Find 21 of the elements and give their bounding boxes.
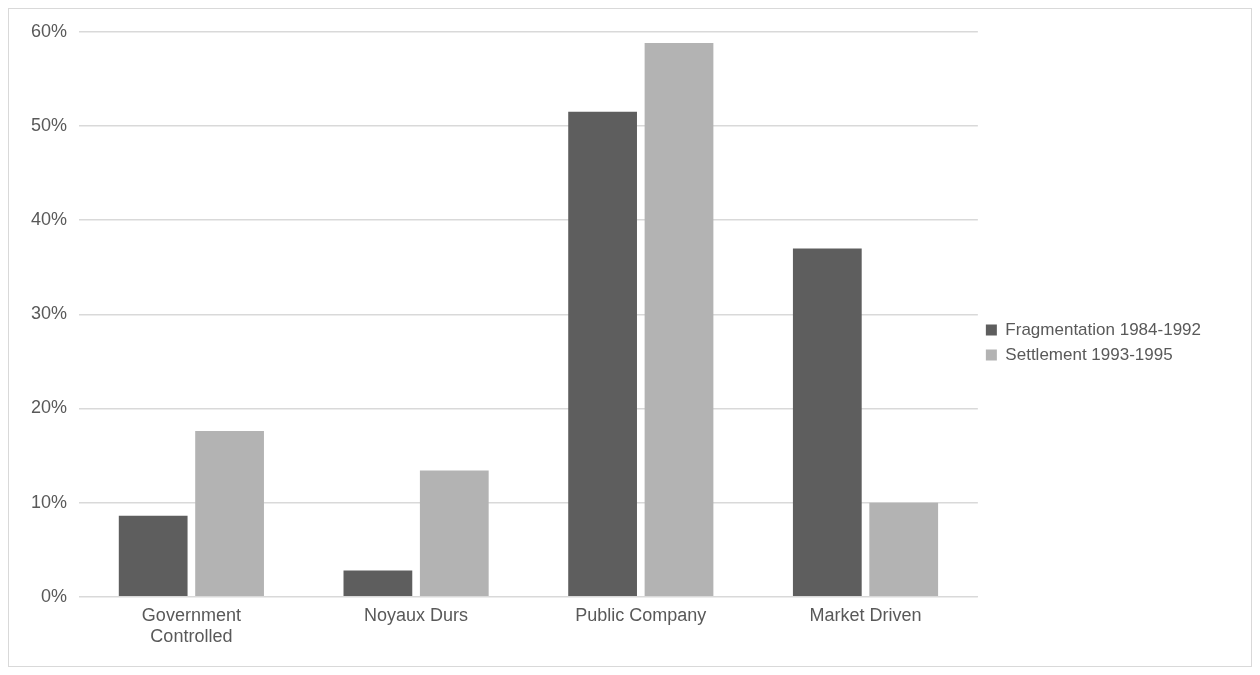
bar (419, 470, 489, 597)
x-tick-label: Market Driven (809, 604, 922, 625)
bar (869, 502, 939, 597)
bar (644, 43, 714, 597)
y-tick-label: 40% (31, 209, 68, 230)
y-tick-label: 30% (31, 303, 68, 324)
y-tick-label: 60% (31, 20, 68, 41)
bar (195, 431, 264, 597)
bar (792, 248, 862, 597)
x-tick-label: Noyaux Durs (364, 604, 469, 625)
x-tick-label: Public Company (575, 604, 707, 625)
bar (343, 570, 413, 597)
y-tick-label: 0% (41, 585, 68, 606)
y-tick-label: 10% (31, 491, 68, 512)
legend-label: Fragmentation 1984-1992 (1005, 319, 1202, 339)
y-tick-label: 20% (31, 397, 68, 418)
legend-label: Settlement 1993-1995 (1005, 344, 1173, 364)
bar (568, 111, 637, 597)
y-tick-label: 50% (31, 114, 68, 135)
bar (118, 515, 188, 597)
x-tick-label: Government Controlled (141, 604, 241, 647)
